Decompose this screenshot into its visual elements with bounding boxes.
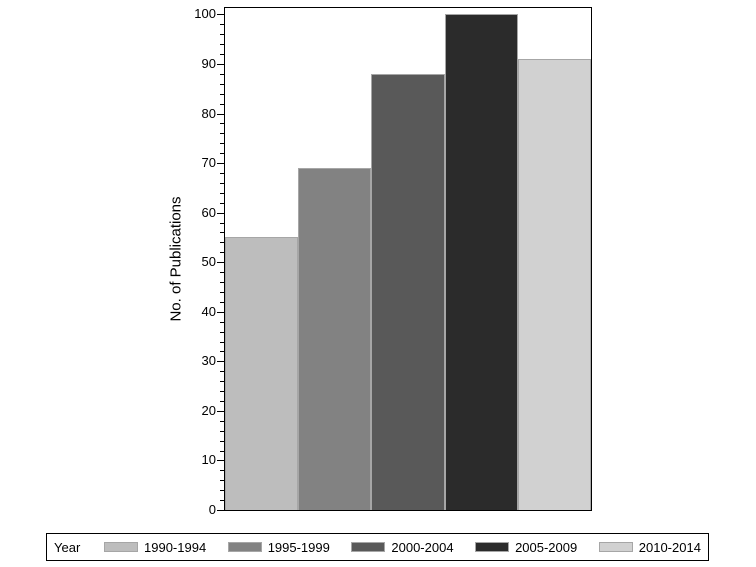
y-tick-minor-88: [220, 73, 224, 75]
y-tick-major-80: [217, 113, 224, 115]
y-tick-label-80: 80: [201, 105, 216, 121]
y-tick-minor-24: [220, 391, 224, 393]
y-tick-minor-86: [220, 83, 224, 85]
y-tick-minor-34: [220, 341, 224, 343]
y-tick-major-0: [217, 510, 224, 511]
y-tick-minor-92: [220, 54, 224, 56]
y-tick-minor-94: [220, 44, 224, 46]
bar-2010-2014: [517, 59, 591, 510]
y-tick-minor-2: [220, 500, 224, 502]
y-tick-minor-98: [220, 24, 224, 26]
legend-swatch-2010-2014: [598, 542, 633, 552]
y-tick-minor-28: [220, 371, 224, 373]
legend-entry-2000-2004: 2000-2004: [351, 540, 475, 555]
legend-swatch-2000-2004: [351, 542, 386, 552]
y-tick-major-70: [217, 163, 224, 165]
legend-swatch-1990-1994: [104, 542, 138, 552]
y-tick-minor-32: [220, 351, 224, 353]
bar-1990-1994: [225, 237, 299, 510]
y-tick-minor-52: [220, 252, 224, 254]
legend-entries: 1990-1994 1995-1999 2000-2004 2005-2009 2010…: [104, 540, 722, 555]
y-tick-label-10: 10: [201, 452, 216, 468]
y-tick-minor-14: [220, 440, 224, 442]
y-tick-minor-18: [220, 420, 224, 422]
y-tick-major-40: [217, 311, 224, 313]
y-tick-major-60: [217, 212, 224, 214]
bar-1995-1999: [298, 168, 372, 510]
legend-label: 2000-2004: [391, 539, 454, 555]
y-tick-label-70: 70: [201, 155, 216, 171]
y-tick-minor-22: [220, 400, 224, 402]
legend-swatch-2005-2009: [475, 542, 510, 552]
legend: Year 1990-1994 1995-1999 2000-2004 2005-200…: [46, 533, 709, 561]
y-tick-minor-74: [220, 143, 224, 145]
y-tick-minor-4: [220, 490, 224, 492]
legend-title: Year: [54, 539, 81, 555]
y-tick-minor-44: [220, 291, 224, 293]
plot-area: [224, 7, 592, 511]
legend-entry-1990-1994: 1990-1994: [104, 540, 228, 555]
y-tick-minor-62: [220, 202, 224, 204]
y-axis: 0 10 20 30 40 50 60 70 80 90 100: [0, 6, 224, 517]
y-tick-major-90: [217, 63, 224, 65]
y-tick-minor-8: [220, 470, 224, 472]
y-tick-minor-46: [220, 282, 224, 284]
legend-label: 2005-2009: [515, 539, 578, 555]
y-tick-label-100: 100: [194, 6, 216, 22]
y-tick-major-100: [217, 14, 224, 16]
y-tick-minor-66: [220, 182, 224, 184]
y-tick-minor-58: [220, 222, 224, 224]
legend-entry-2010-2014: 2010-2014: [598, 539, 723, 555]
y-tick-label-30: 30: [201, 353, 216, 369]
y-tick-label-90: 90: [201, 55, 216, 71]
y-tick-label-20: 20: [201, 402, 216, 418]
y-tick-minor-68: [220, 173, 224, 175]
y-tick-major-10: [217, 460, 224, 462]
legend-label: 1990-1994: [144, 539, 207, 555]
y-tick-minor-38: [220, 321, 224, 323]
y-tick-minor-12: [220, 450, 224, 452]
y-tick-minor-42: [220, 301, 224, 303]
y-tick-label-0: 0: [208, 502, 216, 517]
legend-label: 1995-1999: [267, 539, 330, 555]
y-tick-major-20: [217, 410, 224, 412]
legend-label: 2010-2014: [638, 539, 701, 555]
bar-2005-2009: [444, 14, 518, 510]
bar-2000-2004: [371, 73, 445, 510]
y-tick-minor-72: [220, 153, 224, 155]
y-tick-minor-54: [220, 242, 224, 244]
y-tick-minor-6: [220, 480, 224, 482]
legend-entry-2005-2009: 2005-2009: [475, 540, 599, 555]
legend-entry-1995-1999: 1995-1999: [227, 539, 352, 555]
y-tick-minor-82: [220, 103, 224, 105]
y-tick-minor-96: [220, 34, 224, 36]
y-tick-minor-78: [220, 123, 224, 125]
y-tick-minor-16: [220, 430, 224, 432]
y-tick-major-50: [217, 262, 224, 264]
y-tick-major-30: [217, 361, 224, 363]
y-tick-minor-64: [220, 192, 224, 194]
y-tick-minor-26: [220, 381, 224, 383]
y-tick-minor-56: [220, 232, 224, 234]
y-tick-label-60: 60: [201, 204, 216, 220]
y-tick-label-40: 40: [201, 303, 216, 319]
y-tick-minor-76: [220, 133, 224, 135]
y-tick-minor-36: [220, 331, 224, 333]
legend-swatch-1995-1999: [227, 542, 262, 552]
y-tick-label-50: 50: [201, 254, 216, 270]
y-tick-minor-48: [220, 272, 224, 274]
y-tick-minor-84: [220, 93, 224, 95]
